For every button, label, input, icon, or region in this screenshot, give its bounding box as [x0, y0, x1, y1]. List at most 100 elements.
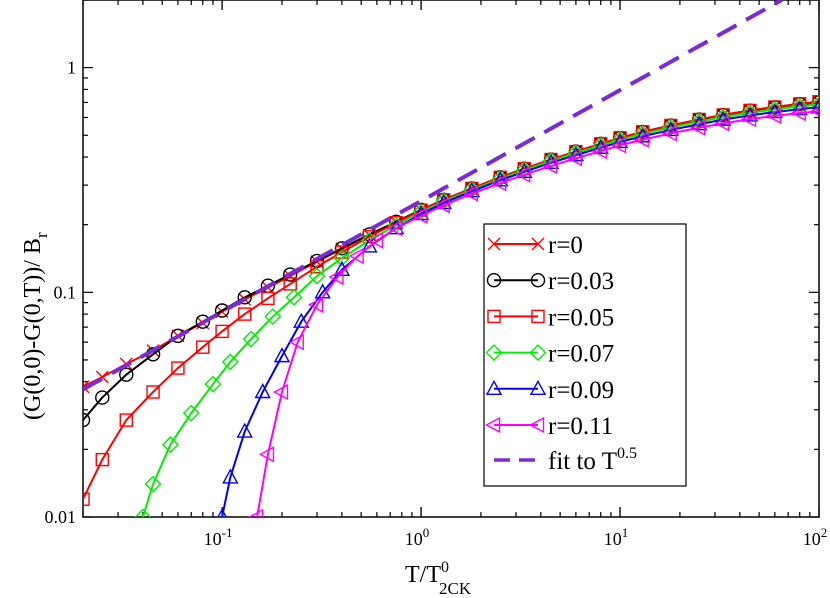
data-point: [434, 197, 450, 214]
data-point: [196, 340, 210, 354]
series-line: [256, 110, 819, 517]
data-point: [83, 492, 90, 506]
data-point: [285, 288, 303, 306]
y-axis-label-main: (G(0,0)-G(0,T))/ B: [20, 238, 46, 420]
data-point: [463, 182, 481, 198]
series-layer: [83, 0, 819, 517]
data-point: [766, 103, 784, 119]
data-point: [690, 119, 706, 136]
axis-ticks: [82, 0, 820, 518]
data-point: [261, 291, 275, 306]
legend-entry-r=0.03: r=0.03: [486, 268, 614, 295]
data-point: [741, 110, 757, 128]
data-point: [134, 508, 152, 517]
data-point: [812, 95, 819, 109]
x-tick-label: 10-1: [204, 525, 233, 549]
legend-entry-r=0.07: r=0.07: [485, 341, 614, 368]
y-axis-label: (G(0,0)-G(0,T))/ Br: [20, 232, 51, 420]
data-point: [221, 353, 239, 371]
x-tick-labels: 10-1 100 101 102: [204, 525, 828, 549]
legend-marker: [485, 379, 503, 395]
legend-marker: [531, 237, 545, 251]
data-point: [95, 390, 110, 405]
data-point: [611, 132, 629, 149]
data-point: [195, 314, 210, 329]
y-axis-label-sub: r: [32, 232, 51, 238]
data-point: [567, 146, 585, 162]
data-point: [119, 413, 133, 427]
data-point: [293, 312, 310, 328]
data-point: [254, 383, 271, 399]
data-point: [566, 150, 583, 167]
legend-marker: [529, 416, 545, 434]
data-point: [182, 404, 200, 422]
legend-marker: [486, 273, 502, 288]
data-point: [661, 125, 678, 142]
data-point: [333, 249, 351, 267]
data-point: [591, 142, 607, 160]
legend-label: r=0.05: [548, 304, 614, 331]
x-axis-label-sup: 0: [441, 559, 449, 576]
x-tick-label: 100: [405, 525, 430, 549]
data-point: [273, 347, 291, 363]
data-point: [83, 412, 91, 428]
data-point: [367, 232, 384, 249]
legend-marker: [531, 309, 545, 324]
data-point: [237, 290, 252, 305]
data-point: [810, 106, 819, 117]
data-point: [308, 267, 326, 285]
data-point: [242, 330, 260, 348]
legend-label: r=0.11: [548, 413, 613, 440]
data-point: [215, 324, 229, 339]
data-point: [714, 115, 730, 132]
data-point: [492, 171, 509, 187]
plot-area: [82, 0, 820, 518]
legend-marker: [485, 416, 501, 434]
legend-box: [483, 223, 687, 487]
data-point: [542, 157, 558, 175]
data-point: [634, 127, 651, 143]
legend-marker: [529, 344, 547, 362]
data-point: [95, 452, 109, 467]
legend-entry-r=0.05: r=0.05: [487, 304, 614, 331]
y-tick-label: 1: [67, 58, 76, 78]
legend-marker: [529, 379, 547, 395]
data-point: [611, 137, 627, 154]
fit-line: [83, 0, 783, 392]
legend-marker: [487, 237, 501, 251]
data-point: [462, 185, 479, 202]
data-point: [810, 98, 819, 114]
legend-entry-r=0: r=0: [487, 232, 583, 259]
y-tick-label: 0.01: [45, 507, 77, 527]
data-point: [283, 277, 297, 291]
data-point: [146, 385, 160, 399]
data-point: [542, 153, 560, 170]
x-tick-label: 102: [803, 525, 828, 549]
legend-entry-r=0.11: r=0.11: [485, 413, 613, 440]
data-point: [412, 207, 428, 224]
data-point: [790, 104, 806, 122]
y-tick-label: 0.1: [54, 282, 77, 302]
data-point: [283, 267, 298, 282]
legend-marker: [530, 273, 546, 288]
series-r=0.09: [217, 98, 819, 517]
legend-fit-label: fit to T0.5: [548, 445, 637, 475]
data-point: [83, 380, 90, 394]
legend-fit-label-sup: 0.5: [617, 445, 637, 462]
series-r=0.11: [248, 104, 819, 517]
series-line: [83, 100, 819, 500]
legend-label: r=0.09: [548, 377, 614, 404]
legend-label: r=0: [548, 232, 583, 259]
data-point: [204, 375, 222, 393]
data-point: [308, 296, 324, 313]
series-line: [221, 106, 819, 517]
data-point: [248, 508, 264, 517]
legend-marker: [485, 344, 503, 362]
data-point: [264, 308, 282, 326]
data-point: [741, 106, 759, 122]
data-point: [288, 333, 304, 351]
legend-label: r=0.03: [548, 268, 614, 295]
data-point: [633, 131, 649, 148]
data-point: [387, 219, 403, 237]
